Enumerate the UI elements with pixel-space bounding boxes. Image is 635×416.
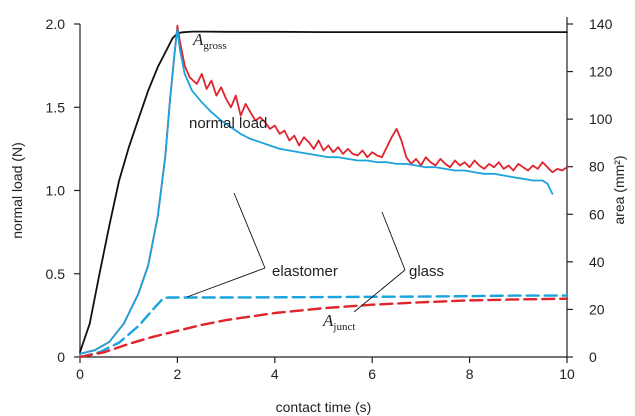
- x-tick-label: 6: [368, 366, 376, 382]
- y-right-tick-label: 120: [589, 64, 613, 80]
- y-right-tick-label: 0: [589, 349, 597, 365]
- y-right-tick-label: 60: [589, 206, 605, 222]
- series-line-glass-load: [79, 24, 568, 355]
- x-tick-label: 10: [559, 366, 575, 382]
- normal-load-label: normal load: [189, 115, 267, 132]
- glass-leader-area: [353, 269, 406, 313]
- x-tick-label: 0: [76, 366, 84, 382]
- axes: 0 2 4 6 8 1000.51.01.52.0020406080100120140co…: [9, 16, 627, 415]
- a-junct-label: Ajunct: [322, 311, 355, 333]
- y-left-tick-label: 0: [57, 349, 65, 365]
- y-left-axis-title: normal load (N): [9, 142, 25, 238]
- x-tick-label: 8: [466, 366, 474, 382]
- series-line-elastomer-a-junct: [78, 294, 569, 359]
- elastomer-label: elastomer: [272, 263, 338, 280]
- y-right-tick-label: 80: [589, 159, 605, 175]
- y-right-axis-title: area (mm²): [611, 155, 627, 224]
- a-gross-label: Agross: [192, 30, 227, 52]
- y-left-tick-label: 0.5: [46, 266, 66, 282]
- y-right-tick-label: 100: [589, 111, 613, 127]
- series-layer: [78, 24, 569, 359]
- glass-label: glass: [409, 263, 444, 280]
- y-right-tick-label: 140: [589, 16, 613, 32]
- x-axis-title: contact time (s): [276, 399, 372, 415]
- a-gross-label-sub: gross: [203, 40, 226, 52]
- series-line-a-gross: [79, 30, 568, 354]
- a-junct-label-main: A: [322, 311, 334, 330]
- series-line-glass-a-junct: [78, 297, 569, 359]
- y-left-tick-label: 2.0: [46, 16, 66, 32]
- y-left-tick-label: 1.5: [46, 99, 66, 115]
- elastomer-leader-area: [186, 267, 266, 298]
- x-tick-label: 4: [271, 366, 279, 382]
- y-right-tick-label: 40: [589, 254, 605, 270]
- a-gross-label-main: A: [192, 30, 204, 49]
- y-left-tick-label: 1.0: [46, 183, 66, 199]
- glass-leader-load: [381, 211, 406, 271]
- elastomer-leader-load: [233, 192, 266, 269]
- x-tick-label: 2: [174, 366, 182, 382]
- a-junct-label-sub: junct: [332, 321, 355, 333]
- y-right-tick-label: 20: [589, 301, 605, 317]
- series-line-elastomer-load: [79, 28, 554, 355]
